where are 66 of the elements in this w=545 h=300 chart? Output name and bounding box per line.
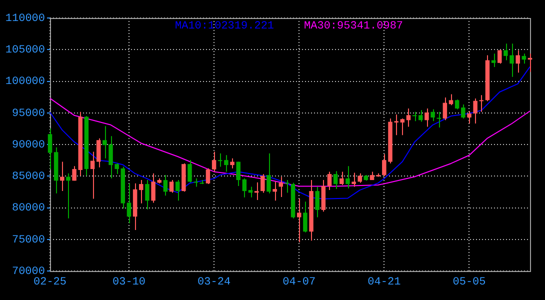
candlestick: [467, 110, 472, 124]
candlestick: [442, 97, 448, 121]
y-tick-label: 105000: [5, 44, 45, 57]
candlestick: [139, 180, 144, 204]
y-tick-label: 85000: [12, 171, 45, 184]
candlestick: [96, 138, 101, 168]
candlestick: [352, 172, 356, 188]
candlestick: [315, 186, 320, 218]
y-tick-label: 100000: [5, 76, 45, 88]
candlestick: [327, 171, 332, 191]
candlestick: [163, 174, 168, 196]
candlestick: [145, 180, 150, 210]
y-tick-label: 80000: [12, 202, 45, 215]
candlestick: [412, 111, 417, 122]
text: MA30:95341.0987: [304, 20, 404, 32]
candlestick: [400, 118, 405, 136]
candlestick: [473, 98, 478, 124]
candlestick: [522, 53, 526, 64]
candlestick: [90, 151, 95, 200]
candlestick: [448, 94, 454, 106]
y-tick-label: 110000: [5, 12, 45, 25]
text: MA10:102319.221: [175, 20, 274, 32]
y-tick-label: 75000: [12, 234, 45, 246]
candlestick: [321, 180, 326, 212]
candlestick: [266, 152, 271, 194]
y-tick-label: 70000: [12, 266, 45, 278]
candlestick: [230, 158, 234, 169]
candlestick: [497, 49, 502, 64]
candlestick: [430, 108, 435, 122]
x-tick-label: 05-05: [452, 276, 486, 289]
candlestick: [340, 171, 344, 186]
candlestick: [236, 161, 240, 187]
candlestick: [206, 168, 210, 185]
candlestick: [188, 160, 192, 183]
candlestick: [284, 180, 290, 194]
candlestick: [66, 172, 70, 219]
x-tick-label: 02-25: [33, 276, 67, 289]
candlestick: [406, 108, 411, 128]
x-tick-label: 04-07: [282, 276, 316, 289]
candlestick: [212, 151, 216, 172]
candlestick: [242, 178, 247, 198]
candlestick: [516, 50, 520, 74]
x-tick-label: 03-24: [198, 276, 231, 289]
candlestick: [278, 176, 284, 198]
candlestick: [358, 172, 362, 184]
candlestick: [169, 180, 174, 194]
y-tick-label: 90000: [12, 139, 45, 152]
x-tick-label: 04-21: [368, 276, 402, 289]
candlestick: [454, 99, 460, 110]
candlestick: [72, 166, 76, 182]
candlestick: [272, 181, 277, 202]
candlestick: [303, 201, 308, 233]
candlestick: [296, 198, 302, 243]
candlestick: [424, 108, 429, 128]
candlestick: [175, 180, 180, 202]
candlestick: [461, 104, 466, 120]
candlestick: [126, 182, 132, 224]
candlestick: [418, 110, 423, 122]
candlestick: [60, 161, 64, 192]
candlestick: [346, 166, 350, 189]
candlestick: [333, 170, 338, 190]
candlestick: [479, 94, 484, 112]
x-tick-label: 03-10: [112, 276, 146, 289]
y-tick-label: 95000: [12, 108, 45, 120]
candlestick: [260, 174, 265, 194]
candlestick: [436, 111, 441, 128]
